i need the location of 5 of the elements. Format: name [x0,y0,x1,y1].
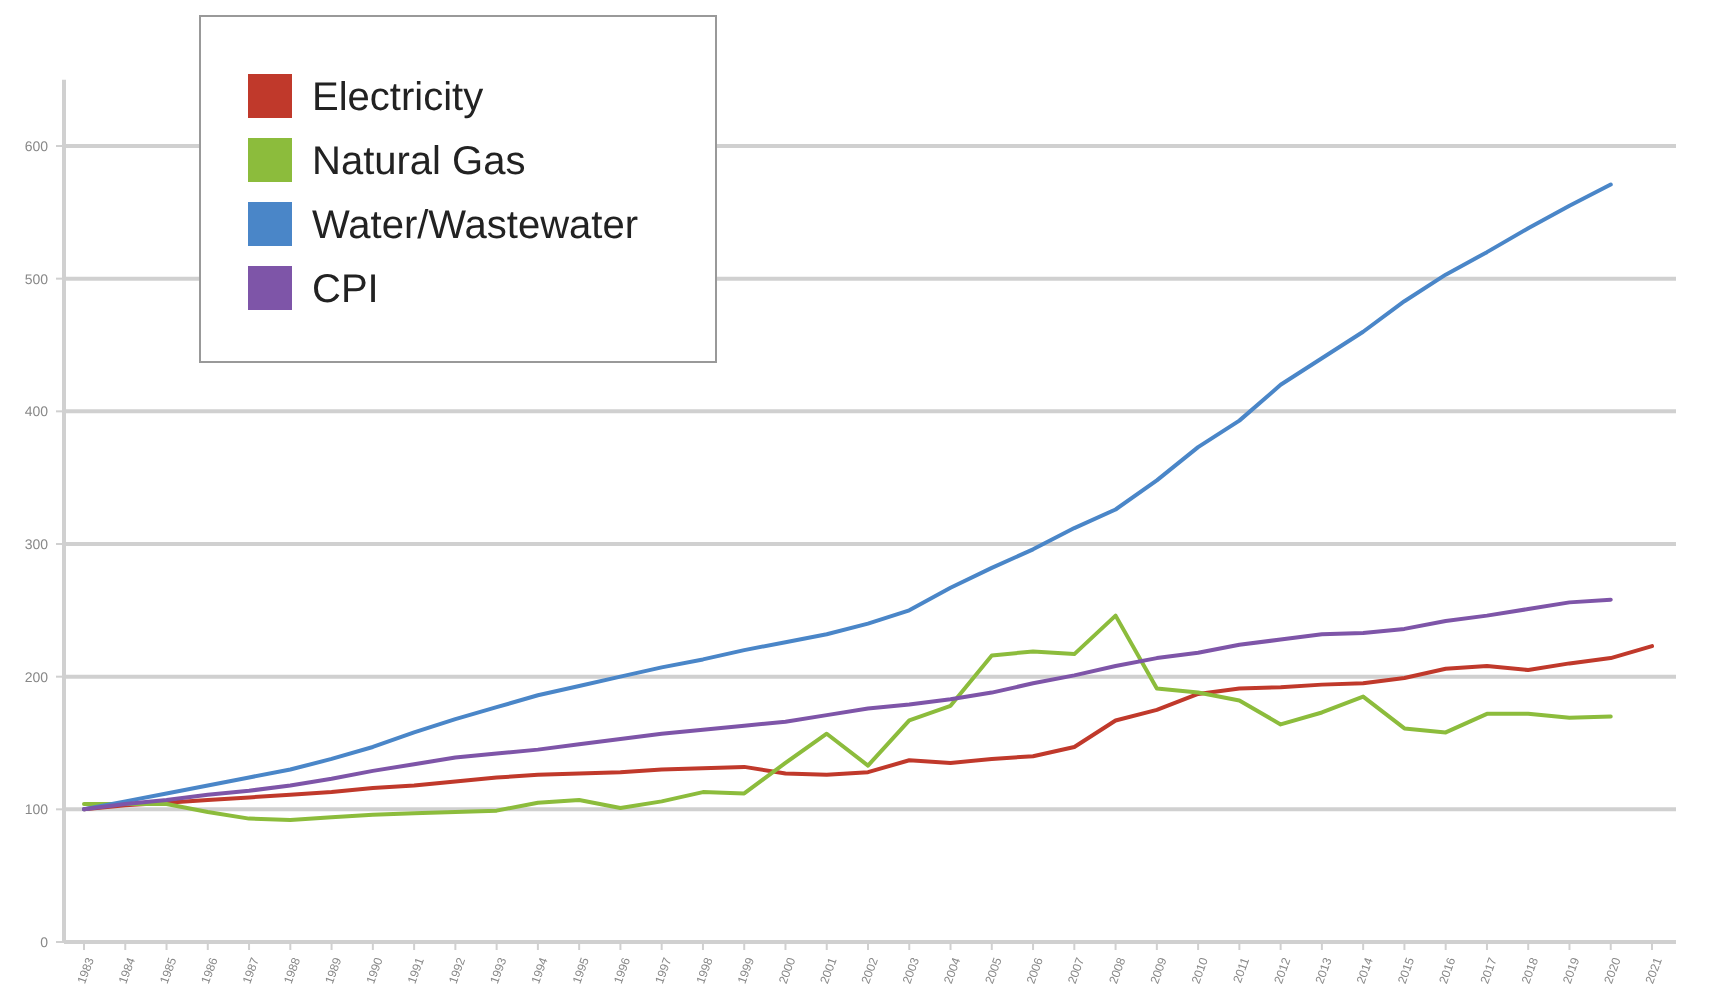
legend-label: CPI [312,268,379,312]
legend-label: Water/Wastewater [312,204,639,248]
legend-label: Natural Gas [312,140,526,184]
line-series [82,182,1613,812]
legend-label: Electricity [312,76,484,120]
